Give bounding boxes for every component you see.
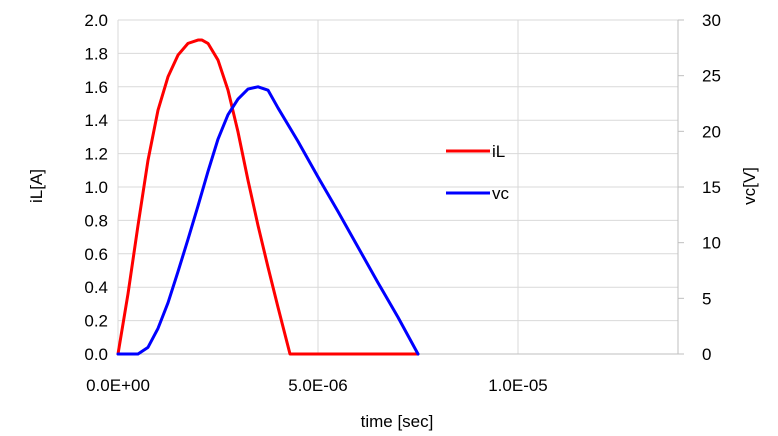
tick-label-layer: 0.0 0.2 0.4 0.6 0.8 1.0 1.2 1.4 1.6 1.8 2.0 0.0E+00…: [84, 11, 721, 395]
y-tick-label: 1.0: [84, 178, 108, 197]
y-tick-label: 1.2: [84, 145, 108, 164]
y2-tick-label: 30: [702, 11, 721, 30]
legend: iL vc: [446, 142, 510, 203]
y2-tick-label: 20: [702, 122, 721, 141]
y-tick-label: 0.8: [84, 211, 108, 230]
series-layer: [116, 38, 420, 356]
y-tick-label: 0.2: [84, 312, 108, 331]
series-line-iL: [116, 38, 420, 356]
y-axis-title: iL[A]: [27, 169, 46, 203]
y2-tick-label: 15: [702, 178, 721, 197]
y-tick-label: 0.6: [84, 245, 108, 264]
x-tick-label: 1.0E-05: [488, 376, 548, 395]
x-tick-label: 5.0E-06: [288, 376, 348, 395]
y2-tick-label: 10: [702, 234, 721, 253]
y2-axis-title: vc[V]: [740, 167, 759, 205]
y2-tick-label: 0: [702, 345, 711, 364]
y2-tick-label: 5: [702, 289, 711, 308]
legend-label-iL: iL: [492, 142, 505, 161]
y-tick-label: 1.4: [84, 111, 108, 130]
y-tick-label: 0.4: [84, 278, 108, 297]
grid-layer: [117, 19, 684, 355]
y2-tick-label: 25: [702, 67, 721, 86]
legend-label-vc: vc: [492, 184, 510, 203]
y-tick-label: 0.0: [84, 345, 108, 364]
x-axis-title: time [sec]: [361, 412, 434, 431]
series-line-vc: [116, 85, 420, 356]
y-tick-label: 1.8: [84, 44, 108, 63]
x-tick-label: 0.0E+00: [86, 376, 150, 395]
y-tick-label: 1.6: [84, 78, 108, 97]
y-tick-label: 2.0: [84, 11, 108, 30]
